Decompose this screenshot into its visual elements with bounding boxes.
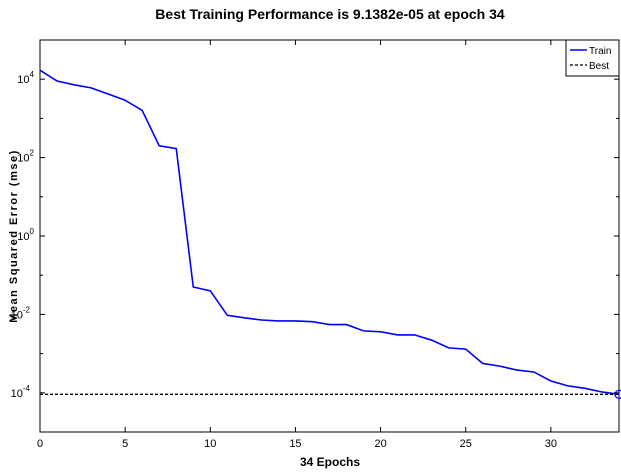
y-tick-label: 10-2 — [11, 305, 31, 321]
y-axis-label-container: Mean Squared Error (mse) — [4, 40, 24, 432]
x-tick-label: 0 — [37, 438, 43, 450]
x-axis-label: 34 Epochs — [299, 455, 361, 469]
axis-ticks: 0 5 10 15 20 25 30 10-4 10-2 100 102 104 — [11, 39, 619, 450]
y-axis-label: Mean Squared Error (mse) — [8, 149, 20, 323]
legend: Train Best — [565, 39, 620, 77]
chart-title: Best Training Performance is 9.1382e-05 … — [155, 6, 505, 22]
x-tick-label: 25 — [460, 438, 472, 450]
series-train-line — [39, 69, 620, 396]
plot-area — [39, 39, 620, 433]
y-tick-label: 100 — [17, 227, 34, 243]
x-tick-label: 15 — [289, 438, 301, 450]
series-layer — [39, 69, 621, 399]
y-tick-label: 104 — [17, 70, 34, 86]
y-tick-label: 10-4 — [11, 384, 31, 400]
legend-box — [565, 39, 620, 77]
x-tick-label: 5 — [122, 438, 128, 450]
x-tick-label: 30 — [545, 438, 557, 450]
legend-label-train: Train — [589, 46, 611, 57]
legend-label-best: Best — [589, 61, 609, 72]
best-point-marker — [614, 389, 621, 399]
y-tick-label: 102 — [17, 149, 34, 165]
x-tick-label: 20 — [374, 438, 386, 450]
x-tick-label: 10 — [204, 438, 216, 450]
